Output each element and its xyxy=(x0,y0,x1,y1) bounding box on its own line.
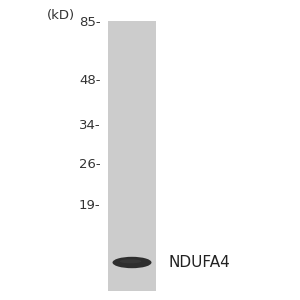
Text: NDUFA4: NDUFA4 xyxy=(168,255,230,270)
Text: (kD): (kD) xyxy=(47,9,75,22)
Text: 48-: 48- xyxy=(79,74,100,88)
Bar xyxy=(108,21,156,291)
Text: 34-: 34- xyxy=(79,119,100,133)
Ellipse shape xyxy=(120,259,141,263)
Text: 85-: 85- xyxy=(79,16,100,29)
Ellipse shape xyxy=(112,257,152,268)
Text: 26-: 26- xyxy=(79,158,100,172)
Text: 19-: 19- xyxy=(79,199,100,212)
